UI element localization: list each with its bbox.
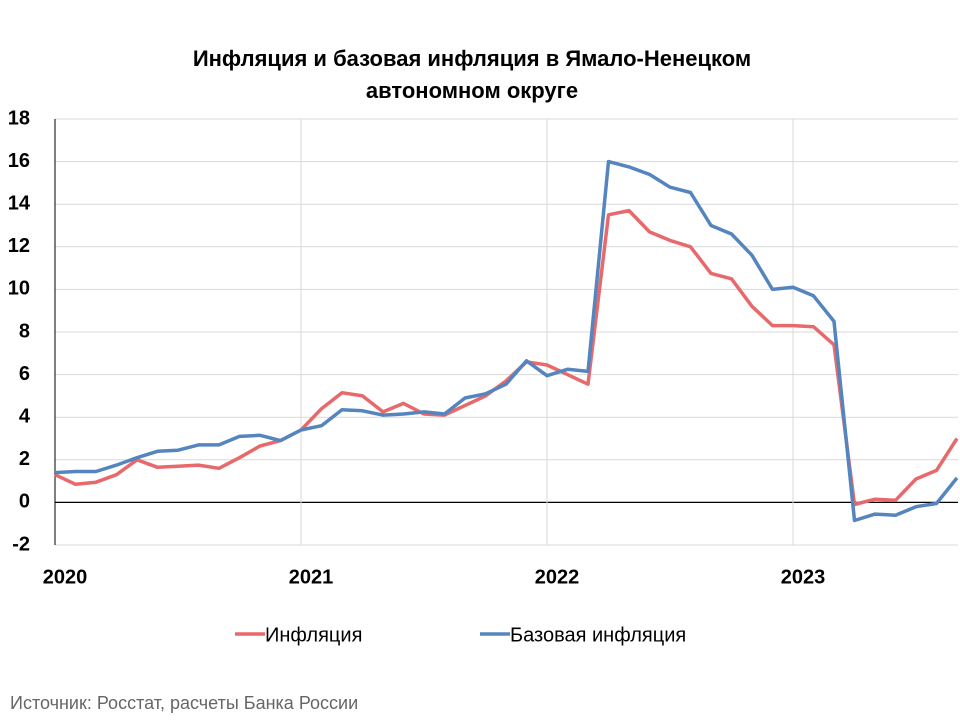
legend-label: Инфляция <box>265 624 362 646</box>
y-tick-label: 6 <box>19 363 30 385</box>
x-tick-label: 2020 <box>43 566 88 588</box>
y-tick-label: 18 <box>8 107 30 129</box>
chart-title: Инфляция и базовая инфляция в Ямало-Нене… <box>193 46 751 71</box>
y-tick-label: 2 <box>19 448 30 470</box>
y-tick-label: 10 <box>8 278 30 300</box>
chart-title: автономном округе <box>366 78 578 103</box>
line-series <box>54 208 959 507</box>
y-tick-label: 4 <box>19 405 31 427</box>
source-note: Источник: Росстат, расчеты Банка России <box>10 693 358 713</box>
x-tick-label: 2022 <box>535 566 580 588</box>
y-tick-label: 12 <box>8 235 30 257</box>
x-tick-label: 2023 <box>781 566 826 588</box>
legend-label: Базовая инфляция <box>510 624 686 646</box>
y-tick-label: 8 <box>19 320 30 342</box>
y-tick-label: 0 <box>19 491 30 513</box>
y-tick-label: -2 <box>12 533 30 555</box>
y-tick-label: 16 <box>8 150 30 172</box>
y-tick-label: 14 <box>8 192 31 214</box>
line-series <box>54 159 959 523</box>
x-tick-label: 2021 <box>289 566 334 588</box>
